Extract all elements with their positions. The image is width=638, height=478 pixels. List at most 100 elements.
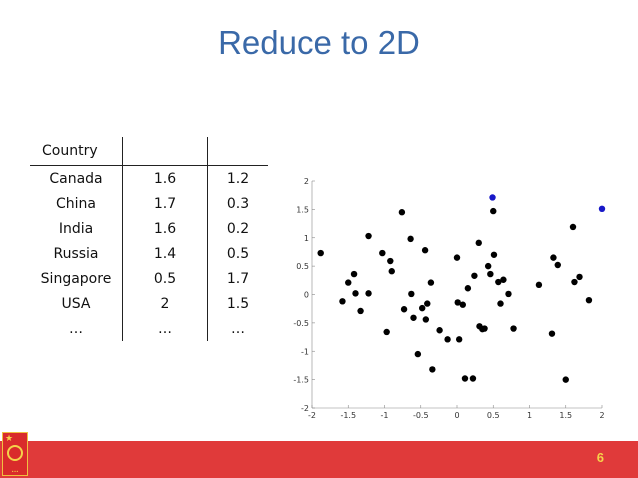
value-cell: … (122, 316, 208, 341)
data-point (422, 316, 430, 323)
data-point (469, 375, 477, 382)
data-point (585, 296, 593, 304)
table-row: India 1.6 0.2 (30, 216, 268, 241)
data-point (481, 325, 488, 332)
data-point (419, 304, 426, 312)
value-cell: 1.6 (122, 165, 208, 191)
university-logo: ★ ••• (2, 432, 28, 476)
value-cell: 1.7 (122, 191, 208, 216)
data-point (454, 299, 461, 306)
table-row: … … … (30, 316, 268, 341)
data-point (455, 336, 463, 343)
x-tick-label: 0.5 (487, 411, 500, 420)
data-point (350, 270, 358, 278)
value-cell: … (207, 316, 268, 341)
data-point (487, 270, 494, 278)
data-point (339, 298, 346, 305)
y-tick-label: -2 (301, 404, 309, 413)
value-cell: 1.2 (207, 165, 268, 191)
value-cell: 0.5 (207, 241, 268, 266)
data-point (421, 247, 429, 254)
data-point (495, 278, 502, 286)
page-number: 6 (596, 450, 604, 465)
country-cell: Singapore (40, 270, 112, 287)
x-tick-label: -1.5 (340, 411, 356, 420)
y-tick-label: 0 (304, 291, 309, 300)
data-point (569, 223, 577, 231)
x-tick-label: -2 (308, 411, 316, 420)
data-point (562, 376, 569, 383)
x-tick-label: 1.5 (559, 411, 572, 420)
data-point (453, 254, 461, 261)
data-point (408, 290, 415, 298)
data-point (410, 314, 417, 321)
data-point (497, 300, 504, 307)
y-tick-label: 1.5 (296, 205, 309, 214)
data-point (471, 272, 478, 279)
data-point (598, 205, 606, 213)
y-tick-label: -1.5 (293, 376, 309, 385)
table-row: Singapore 0.5 1.7 (30, 266, 268, 291)
data-point (407, 235, 414, 243)
data-point (490, 207, 497, 215)
data-point (461, 375, 469, 382)
table-row: USA 2 1.5 (30, 291, 268, 316)
emblem-icon (7, 445, 23, 461)
x-tick-label: -0.5 (413, 411, 429, 420)
value-cell: 1.5 (207, 291, 268, 316)
data-point (424, 300, 431, 307)
data-point (400, 306, 408, 313)
x-tick-label: 0 (454, 411, 459, 420)
data-point (505, 290, 512, 298)
data-point (357, 307, 364, 315)
x-tick-label: 2 (599, 411, 604, 420)
country-cell: India (58, 220, 94, 237)
value-cell: 1.7 (207, 266, 268, 291)
value-cell: 0.2 (207, 216, 268, 241)
data-point (444, 336, 451, 343)
x-tick-label: 1 (527, 411, 532, 420)
data-point (379, 249, 386, 257)
data-point (414, 350, 422, 358)
data-point (345, 279, 352, 286)
data-point (548, 330, 556, 337)
table-row: China 1.7 0.3 (30, 191, 268, 216)
data-point (484, 262, 492, 270)
data-point (429, 366, 436, 373)
y-tick-label: 0.5 (296, 262, 309, 271)
data-point (427, 279, 435, 286)
header-cell (207, 137, 268, 166)
data-point (352, 290, 359, 297)
value-cell: 2 (122, 291, 208, 316)
star-icon: ★ (5, 433, 14, 443)
data-point (475, 239, 482, 247)
data-point (464, 285, 472, 292)
table-row: Canada 1.6 1.2 (30, 165, 268, 191)
footer-bar: 6 (0, 441, 638, 478)
data-point (436, 327, 443, 334)
data-point (489, 194, 496, 201)
y-tick-label: -0.5 (293, 319, 309, 328)
y-tick-label: -1 (301, 347, 309, 356)
data-point (388, 268, 395, 275)
data-point (554, 261, 561, 269)
country-table: Country Canada 1.6 1.2 China 1.7 0.3 Ind… (30, 137, 268, 341)
country-cell: China (56, 195, 96, 212)
header-cell (122, 137, 208, 166)
value-cell: 0.3 (207, 191, 268, 216)
header-cell: Country (30, 137, 123, 166)
logo-wordmark: ••• (11, 469, 19, 474)
y-tick-label: 1 (304, 234, 309, 243)
data-point (535, 281, 543, 289)
data-point (317, 249, 324, 257)
table-row: Russia 1.4 0.5 (30, 241, 268, 266)
country-cell: … (69, 320, 83, 337)
slide-title: Reduce to 2D (218, 24, 420, 61)
data-point (387, 257, 394, 265)
value-cell: 1.6 (122, 216, 208, 241)
country-cell: Russia (53, 245, 99, 262)
country-cell: Canada (49, 170, 103, 187)
value-cell: 0.5 (122, 266, 208, 291)
table-header-row: Country (30, 137, 268, 166)
data-point (550, 254, 557, 261)
